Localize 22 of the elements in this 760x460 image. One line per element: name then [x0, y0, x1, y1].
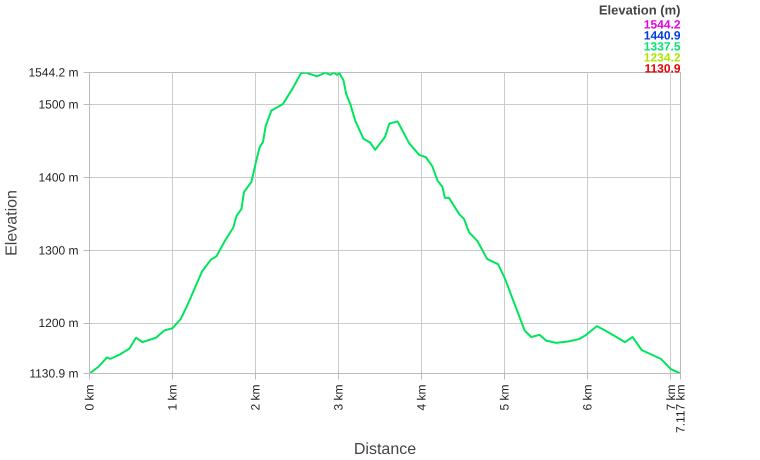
y-tick-label: 1130.9 m — [29, 366, 79, 380]
text: 1440.9 — [644, 28, 681, 42]
y-tick-label: 1200 m — [38, 316, 79, 330]
text: 1234.2 — [644, 50, 681, 64]
annotation: 1130.9 — [644, 62, 681, 76]
y-tick-label: 1400 m — [38, 170, 79, 185]
x-tick-label: 7.117 km — [674, 384, 688, 433]
text: 1544.2 — [644, 18, 681, 32]
x-axis-title: Distance — [354, 440, 416, 458]
x-tick-label: 1 km — [166, 384, 180, 411]
x-tick-label: 2 km — [248, 384, 263, 411]
legend-title: Elevation (m) — [598, 2, 680, 18]
y-tick-label: 1300 m — [38, 243, 79, 258]
y-axis-title: Elevation — [3, 190, 20, 256]
y-tick-label: 1500 m — [38, 98, 79, 112]
y-tick-label: 1544.2 m — [28, 66, 79, 80]
x-tick-label: 4 km — [414, 384, 429, 411]
x-tick-label: 3 km — [332, 384, 346, 411]
text: 1337.5 — [644, 40, 681, 54]
x-tick-label: 6 km — [580, 384, 595, 411]
x-tick-label: 5 km — [498, 384, 512, 411]
x-tick-label: 0 km — [82, 384, 96, 411]
